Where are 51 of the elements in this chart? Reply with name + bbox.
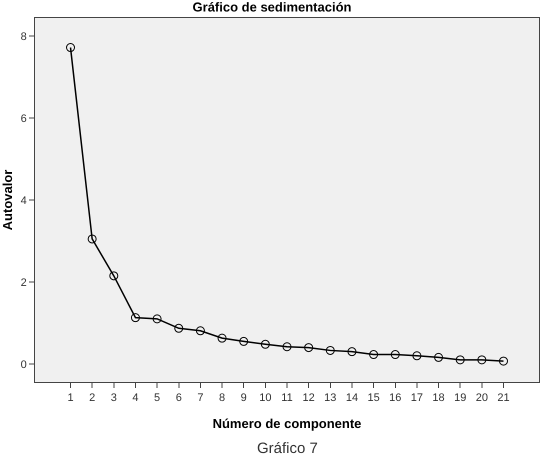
point <box>239 336 248 346</box>
y-axis-title: Autovalor <box>0 170 15 230</box>
y-tick-label: 4 <box>20 194 27 207</box>
x-tick-label: 15 <box>367 392 380 404</box>
point <box>174 324 184 333</box>
x-tick-label: 19 <box>454 392 466 404</box>
x-axis-title: Número de componente <box>212 416 362 431</box>
x-tick-label: 3 <box>110 392 117 404</box>
x-tick-label: 21 <box>497 392 510 404</box>
x-tick-label: 4 <box>132 392 139 404</box>
x-tick-label: 11 <box>281 392 293 404</box>
x-tick-label: 18 <box>432 392 445 404</box>
point <box>282 342 292 352</box>
x-tick-label: 9 <box>240 392 247 404</box>
point <box>477 355 486 364</box>
y-tick-label: 0 <box>20 358 27 371</box>
x-tick-label: 7 <box>197 392 204 404</box>
x-tick-label: 5 <box>154 392 160 404</box>
point <box>152 314 162 324</box>
text: Gráfico 7 <box>257 440 318 457</box>
point <box>434 352 444 362</box>
x-tick-label: 12 <box>302 392 315 404</box>
point <box>196 326 205 336</box>
x-tick-label: 16 <box>389 392 402 404</box>
point <box>456 355 465 364</box>
point <box>498 356 508 366</box>
y-tick-label: 2 <box>20 276 27 289</box>
y-tick-label: 8 <box>20 30 27 43</box>
point <box>130 313 140 322</box>
x-tick-label: 8 <box>218 392 226 404</box>
x-tick-label: 13 <box>324 392 336 404</box>
y-tick-label: 6 <box>20 112 27 125</box>
point <box>88 234 97 244</box>
point <box>326 346 335 355</box>
point <box>218 334 227 343</box>
x-tick-label: 6 <box>176 392 182 404</box>
point <box>390 350 400 360</box>
x-tick-label: 10 <box>259 392 272 404</box>
point <box>109 271 118 280</box>
point <box>412 351 422 360</box>
x-tick-label: 1 <box>67 392 74 404</box>
point <box>260 340 270 349</box>
point <box>347 347 356 356</box>
point <box>369 350 378 360</box>
x-tick-label: 20 <box>476 392 488 404</box>
x-tick-label: 14 <box>346 392 358 404</box>
x-tick-label: 2 <box>89 392 96 404</box>
x-tick-label: 17 <box>410 392 424 404</box>
point <box>66 43 76 52</box>
chart-title: Gráfico de sedimentación <box>192 0 352 14</box>
point <box>304 343 314 352</box>
